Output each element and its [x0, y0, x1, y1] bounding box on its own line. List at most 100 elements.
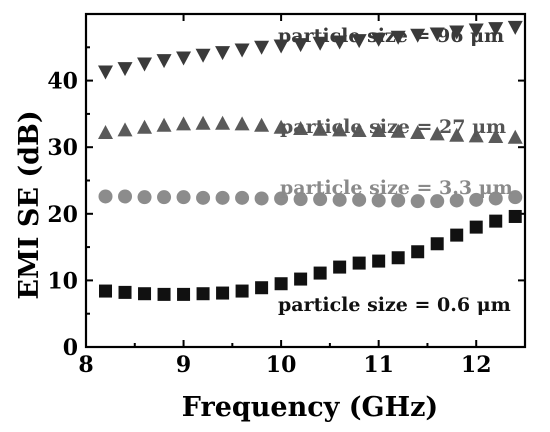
data-point [391, 251, 405, 265]
series-labels: particle size = 96 μm particle size = 27… [278, 25, 513, 316]
x-axis-title: Frequency (GHz) [182, 392, 438, 423]
data-point [430, 237, 444, 251]
data-point [234, 116, 250, 131]
data-point [488, 191, 503, 206]
x-tick-label: 8 [78, 352, 93, 378]
data-point [138, 287, 152, 301]
data-point [332, 122, 348, 137]
data-point [351, 123, 367, 138]
data-point [118, 189, 133, 204]
data-point [449, 25, 465, 40]
data-point [332, 35, 348, 50]
data-point [410, 125, 426, 140]
data-point [371, 32, 387, 47]
data-point [312, 121, 328, 136]
data-point [273, 39, 289, 54]
data-point [157, 287, 171, 301]
data-point [196, 287, 210, 301]
data-point [235, 190, 250, 205]
data-point [99, 284, 113, 298]
data-point [469, 220, 483, 234]
data-point [255, 281, 269, 295]
data-point [176, 190, 191, 205]
data-point [312, 36, 328, 51]
data-point [351, 34, 367, 49]
data-point [352, 256, 366, 270]
data-point [254, 191, 269, 206]
data-point [215, 115, 231, 130]
data-point [489, 214, 503, 228]
data-point [195, 115, 211, 130]
data-point [507, 20, 523, 35]
data-point [313, 266, 327, 280]
data-point [98, 65, 114, 80]
x-tick-label: 11 [363, 352, 394, 378]
data-point [450, 228, 464, 242]
data-point [430, 194, 445, 209]
data-point [410, 28, 426, 43]
data-point [118, 285, 132, 299]
data-point [176, 51, 192, 66]
x-tick-label: 12 [461, 352, 492, 378]
data-point [390, 123, 406, 138]
data-point [274, 191, 289, 206]
data-point [449, 127, 465, 142]
data-point [293, 121, 309, 136]
data-point [234, 43, 250, 58]
data-point [235, 284, 249, 298]
y-tick-label: 20 [47, 202, 78, 228]
data-point [98, 125, 114, 140]
data-point [156, 117, 172, 132]
series-label-0-6um: particle size = 0.6 μm [278, 294, 511, 316]
data-point [117, 62, 133, 77]
data-point [333, 260, 347, 274]
data-point [195, 48, 211, 63]
x-tick-label: 10 [266, 352, 297, 378]
data-point [449, 193, 464, 208]
data-point [274, 277, 288, 291]
data-point [273, 119, 289, 134]
data-point [313, 192, 328, 207]
data-point [294, 272, 308, 286]
y-axis-title: EMI SE (dB) [14, 110, 45, 299]
data-point [468, 23, 484, 38]
data-point [293, 192, 308, 207]
data-point [372, 254, 386, 268]
data-point [215, 46, 231, 61]
data-point [117, 122, 133, 137]
data-point [469, 192, 484, 207]
data-point [254, 117, 270, 132]
y-tick-label: 40 [47, 69, 78, 95]
data-point [156, 54, 172, 69]
data-point [137, 119, 153, 134]
data-point [371, 193, 386, 208]
data-point [507, 129, 523, 144]
series-label-96um: particle size = 96 μm [278, 25, 504, 47]
data-point [468, 128, 484, 143]
data-point [411, 245, 425, 259]
y-tick-label: 10 [47, 268, 78, 294]
data-markers [98, 20, 523, 301]
data-point [157, 190, 172, 205]
data-point [254, 40, 270, 55]
data-point [98, 189, 113, 204]
ticks: 8 9 10 11 12 0 10 20 30 40 [47, 14, 525, 378]
data-point [391, 193, 406, 208]
data-point [508, 190, 523, 205]
data-point [137, 57, 153, 72]
data-point [216, 286, 230, 300]
y-tick-label: 30 [47, 135, 78, 161]
data-point [371, 123, 387, 138]
series-label-27um: particle size = 27 μm [280, 116, 506, 138]
data-point [177, 287, 191, 301]
data-point [488, 22, 504, 37]
x-tick-label: 9 [176, 352, 191, 378]
data-point [410, 194, 425, 209]
data-point [508, 209, 522, 223]
data-point [293, 38, 309, 53]
data-point [137, 190, 152, 205]
y-tick-label: 0 [63, 335, 78, 361]
data-point [352, 192, 367, 207]
data-point [215, 190, 230, 205]
